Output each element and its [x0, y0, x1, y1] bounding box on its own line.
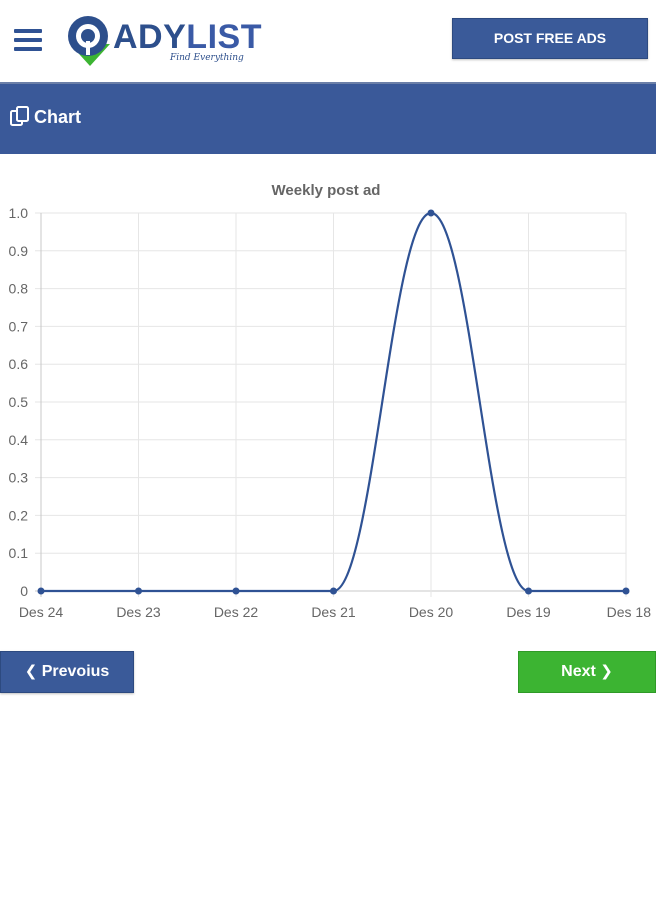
y-tick-label: 0.2 [9, 507, 29, 523]
post-free-ads-button[interactable]: POST FREE ADS [452, 18, 648, 59]
copy-chart-icon [10, 106, 29, 126]
x-tick-label: Des 18 [607, 604, 652, 620]
menu-bar-icon [14, 38, 42, 42]
y-axis-ticks: 1.0 0.9 0.8 0.7 0.6 0.5 0.4 0.3 0.2 0.1 0 [9, 205, 29, 599]
x-axis-ticks: Des 24 Des 23 Des 22 Des 21 Des 20 Des 19 Des … [19, 604, 651, 620]
logo-text-ady: ADY [113, 18, 187, 56]
previous-button[interactable]: ❮ Prevoius [0, 651, 134, 693]
data-point[interactable] [525, 587, 532, 595]
previous-label: Prevoius [41, 663, 110, 680]
chart-panel-header: Chart [0, 82, 656, 154]
x-tick-label: Des 19 [506, 604, 551, 620]
y-tick-label: 1.0 [9, 205, 29, 221]
menu-bar-icon [14, 47, 42, 51]
data-point[interactable] [427, 209, 435, 217]
location-pin-logo-icon [68, 16, 110, 66]
y-tick-label: 0.6 [9, 356, 29, 372]
weekly-post-chart: Weekly post ad 1.0 0.9 0.8 0.7 0.6 0.5 0.4 0.3 0… [0, 170, 656, 640]
hamburger-menu-button[interactable] [14, 27, 44, 53]
adylist-logo[interactable]: ADYLIST Find Everything [66, 14, 261, 70]
y-tick-label: 0.9 [9, 243, 29, 259]
chevron-right-icon: ❯ [600, 663, 613, 680]
chart-title: Weekly post ad [272, 182, 381, 199]
panel-title: Chart [34, 107, 82, 127]
y-tick-label: 0 [20, 583, 28, 599]
y-tick-label: 0.7 [9, 318, 29, 334]
data-point[interactable] [232, 587, 240, 595]
y-tick-label: 0.4 [9, 432, 29, 448]
menu-bar-icon [14, 29, 42, 33]
next-label: Next [561, 663, 596, 680]
x-tick-label: Des 20 [409, 604, 454, 620]
line-chart: Weekly post ad 1.0 0.9 0.8 0.7 0.6 0.5 0.4 0.3 0… [9, 182, 652, 620]
data-point[interactable] [622, 587, 630, 595]
logo-text-list: LIST [186, 18, 262, 56]
chart-grid [35, 212, 627, 597]
data-point[interactable] [330, 587, 337, 595]
y-tick-label: 0.5 [9, 394, 29, 410]
logo-tagline: Find Everything [170, 53, 244, 63]
next-button[interactable]: Next ❯ [518, 651, 656, 693]
top-bar: ADYLIST Find Everything POST FREE ADS [0, 0, 656, 80]
series-line [40, 211, 626, 593]
y-tick-label: 0.8 [9, 281, 29, 297]
chevron-left-icon: ❮ [24, 663, 38, 680]
data-points [37, 209, 630, 595]
x-tick-label: Des 24 [19, 604, 64, 620]
data-point[interactable] [37, 587, 45, 595]
x-tick-label: Des 23 [116, 604, 161, 620]
y-tick-label: 0.1 [9, 545, 29, 561]
data-point[interactable] [135, 587, 142, 595]
x-tick-label: Des 21 [311, 604, 356, 620]
logo-wordmark: ADYLIST [113, 17, 262, 57]
y-tick-label: 0.3 [9, 470, 29, 486]
x-tick-label: Des 22 [214, 604, 259, 620]
